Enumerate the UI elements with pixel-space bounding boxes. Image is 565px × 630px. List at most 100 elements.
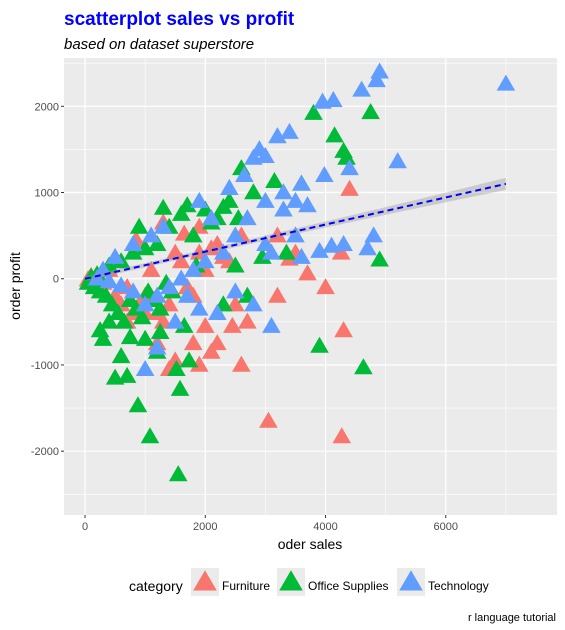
point-furniture xyxy=(189,355,209,372)
point-furniture xyxy=(183,334,203,351)
point-technology xyxy=(87,269,107,286)
point-technology xyxy=(123,234,143,251)
point-furniture xyxy=(238,312,257,329)
point-office-supplies xyxy=(179,351,199,368)
point-furniture xyxy=(141,260,161,277)
point-office-supplies xyxy=(135,239,155,256)
point-furniture xyxy=(268,226,287,243)
point-technology xyxy=(183,260,203,277)
point-office-supplies xyxy=(153,198,173,215)
x-axis-title: oder sales xyxy=(278,536,343,552)
point-technology xyxy=(214,243,233,260)
point-office-supplies xyxy=(111,347,131,364)
point-technology xyxy=(123,282,143,299)
point-office-supplies xyxy=(174,316,194,333)
point-furniture xyxy=(226,295,245,312)
point-office-supplies xyxy=(304,103,323,120)
legend-title: category xyxy=(129,578,183,594)
point-office-supplies xyxy=(129,217,149,234)
point-technology xyxy=(352,80,371,97)
point-furniture xyxy=(232,355,251,372)
chart-subtitle: based on dataset superstore xyxy=(64,36,254,53)
legend-item-technology: Technology xyxy=(397,568,489,596)
legend-symbol xyxy=(279,570,303,591)
point-furniture xyxy=(334,321,353,338)
y-tick-label: 1000 xyxy=(35,188,59,200)
point-technology xyxy=(256,191,275,208)
point-office-supplies xyxy=(128,396,148,413)
point-technology xyxy=(147,286,167,303)
point-technology xyxy=(322,236,341,253)
point-furniture xyxy=(195,316,215,333)
point-office-supplies xyxy=(361,103,380,120)
legend-symbol xyxy=(399,570,423,591)
point-technology xyxy=(105,247,125,264)
y-axis-title: order profit xyxy=(7,252,23,320)
point-technology xyxy=(141,226,161,243)
point-office-supplies xyxy=(150,299,170,316)
trend-line-path xyxy=(84,182,507,280)
point-office-supplies xyxy=(214,197,233,214)
point-technology xyxy=(226,226,245,243)
point-office-supplies xyxy=(167,359,186,377)
point-technology xyxy=(310,241,329,258)
point-office-supplies xyxy=(171,204,191,221)
point-furniture xyxy=(201,342,221,359)
x-tick-label: 4000 xyxy=(313,521,337,533)
point-technology xyxy=(235,165,254,183)
point-office-supplies xyxy=(277,243,296,260)
point-technology xyxy=(292,174,311,191)
point-technology xyxy=(208,303,227,320)
point-office-supplies xyxy=(183,226,203,243)
point-technology xyxy=(298,196,317,213)
point-office-supplies xyxy=(120,328,140,345)
point-office-supplies xyxy=(135,329,155,346)
point-technology xyxy=(280,122,299,139)
point-technology xyxy=(195,252,215,269)
point-office-supplies xyxy=(99,312,119,329)
series-technology xyxy=(87,62,516,377)
point-furniture xyxy=(331,243,351,260)
point-technology xyxy=(367,71,386,88)
point-furniture xyxy=(153,312,173,329)
point-office-supplies xyxy=(93,329,113,346)
point-technology xyxy=(244,148,263,165)
x-tick-label: 2000 xyxy=(193,521,217,533)
point-furniture xyxy=(268,286,287,303)
point-furniture xyxy=(223,316,242,333)
point-office-supplies xyxy=(310,336,329,353)
chart-caption: r language tutorial xyxy=(468,612,556,624)
trend-band xyxy=(85,177,506,282)
point-furniture xyxy=(165,243,185,260)
point-office-supplies xyxy=(226,256,245,273)
point-technology xyxy=(153,217,173,234)
point-technology xyxy=(274,200,293,217)
point-technology xyxy=(324,90,343,108)
point-technology xyxy=(286,226,305,243)
point-technology xyxy=(340,159,359,176)
y-tick-label: 2000 xyxy=(35,101,59,113)
point-technology xyxy=(226,282,245,299)
point-technology xyxy=(201,209,221,226)
legend: category Furniture Office Supplies Technol… xyxy=(129,568,489,596)
point-technology xyxy=(292,247,311,264)
x-tick-label: 0 xyxy=(82,521,88,533)
point-furniture xyxy=(298,264,317,281)
legend-label: Technology xyxy=(428,579,489,593)
point-technology xyxy=(388,152,407,169)
point-technology xyxy=(286,191,305,208)
point-furniture xyxy=(177,278,197,295)
point-office-supplies xyxy=(114,312,134,329)
point-technology xyxy=(334,234,353,251)
trend-line xyxy=(84,177,507,282)
plot-panel xyxy=(64,58,557,515)
point-technology xyxy=(274,183,293,200)
point-office-supplies xyxy=(253,247,272,264)
series-office-supplies xyxy=(78,103,389,482)
point-technology xyxy=(315,165,334,183)
point-technology xyxy=(238,209,257,226)
chart-title: scatterplot sales vs profit xyxy=(64,9,295,30)
point-technology xyxy=(147,338,167,355)
x-tick-label: 6000 xyxy=(434,521,458,533)
